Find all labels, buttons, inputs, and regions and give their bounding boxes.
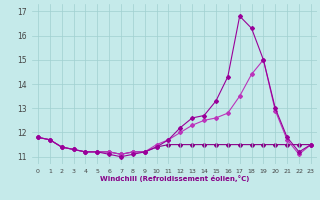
X-axis label: Windchill (Refroidissement éolien,°C): Windchill (Refroidissement éolien,°C) — [100, 175, 249, 182]
